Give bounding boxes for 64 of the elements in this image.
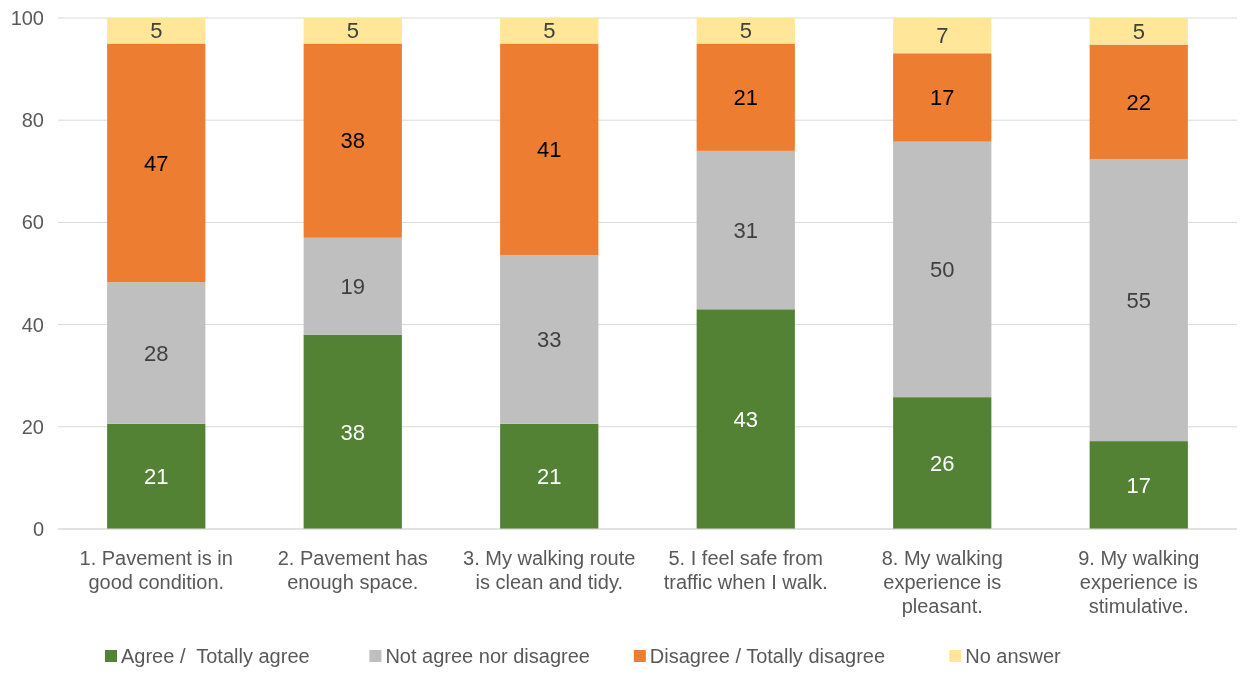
data-label: 33 [537,327,562,353]
bar [500,43,599,256]
legend-label: No answer [965,645,1062,667]
data-label: 17 [930,85,955,111]
bar [107,282,206,424]
bar [303,334,402,529]
bar [696,309,795,529]
bar [696,150,795,310]
data-label: 21 [144,464,169,490]
bar [107,423,206,529]
data-label: 31 [733,217,758,243]
x-tick-label: 3. My walking route is clean and tidy. [463,547,636,593]
y-tick-label: 60 [21,211,44,234]
y-tick-label: 0 [32,518,44,540]
data-label: 38 [340,128,365,154]
x-tick-label: 1. Pavement is in good condition. [79,547,233,593]
data-label: 41 [537,137,562,163]
data-label: 55 [1126,287,1151,313]
data-label: 38 [340,419,365,445]
bar [303,18,402,44]
x-tick-label: 8. My walking experience is pleasant. [881,547,1003,617]
bar [696,43,795,151]
data-label: 5 [1132,18,1145,44]
bar [893,53,992,142]
data-label: 22 [1126,89,1151,115]
legend-label: Not agree nor disagree [385,645,590,667]
legend-label: Disagree / Totally disagree [649,645,886,667]
x-tick-label: 9. My walking experience is stimulative. [1078,547,1200,617]
data-label: 21 [537,464,562,490]
data-label: 5 [346,18,359,44]
bar [893,18,992,54]
data-label: 28 [144,340,169,366]
y-tick-label: 80 [21,109,44,132]
bar [893,397,992,529]
y-tick-label: 20 [21,415,44,438]
data-label: 7 [936,23,949,49]
y-tick-label: 40 [21,313,44,336]
bar [303,43,402,238]
data-label: 43 [733,406,758,432]
data-label: 19 [340,273,365,299]
bar [500,423,599,529]
bar [1089,441,1188,529]
bar [893,141,992,398]
bar [500,18,599,44]
data-label: 50 [930,257,955,283]
data-label: 5 [543,18,556,44]
data-label: 21 [733,84,758,110]
data-label: 26 [930,450,955,476]
bar [500,255,599,424]
data-label: 5 [150,18,163,44]
data-label: 5 [739,18,752,44]
bar [303,237,402,335]
bar [696,18,795,44]
y-tick-label: 100 [10,7,44,29]
x-tick-label: 2. Pavement has enough space. [277,547,428,593]
data-label: 47 [144,150,169,176]
bar [1089,44,1188,160]
bar [1089,159,1188,442]
x-tick-label: 5. I feel safe from traffic when I walk. [663,547,828,593]
data-label: 17 [1126,472,1151,498]
bar [1089,18,1188,45]
bar [107,43,206,283]
bar [107,18,206,44]
legend-label: Agree / Totally agree [121,645,310,667]
